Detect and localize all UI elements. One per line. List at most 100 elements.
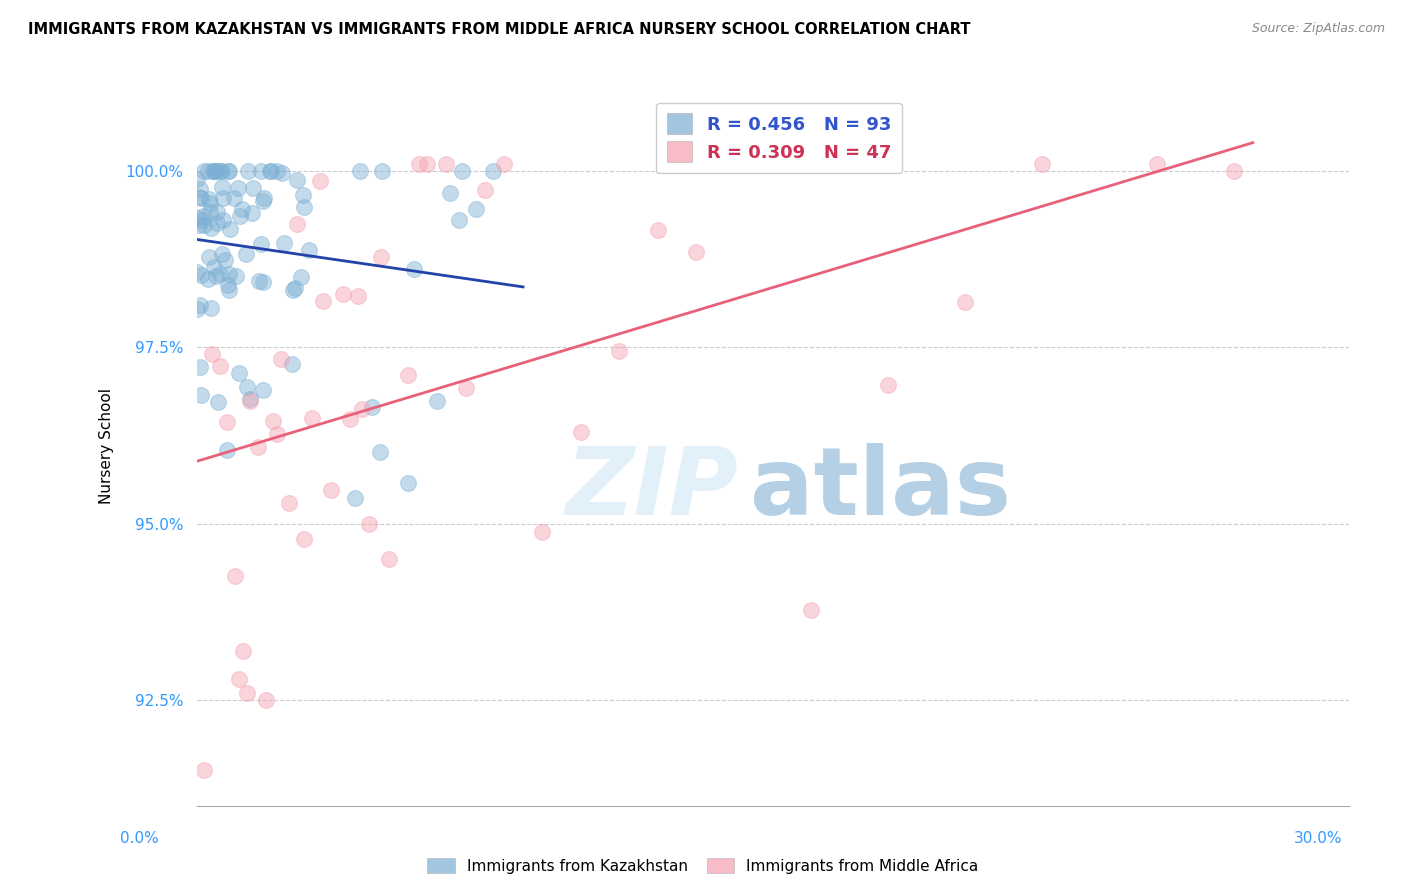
Point	[202, 260, 225, 274]
Point	[228, 672, 250, 686]
Point	[285, 217, 308, 231]
Point	[953, 294, 976, 309]
Point	[762, 157, 785, 171]
Point	[197, 164, 219, 178]
Text: atlas: atlas	[749, 443, 1011, 535]
Point	[247, 440, 270, 454]
Legend: Immigrants from Kazakhstan, Immigrants from Middle Africa: Immigrants from Kazakhstan, Immigrants f…	[422, 852, 984, 880]
Point	[190, 268, 212, 283]
Point	[231, 202, 253, 217]
Point	[242, 180, 264, 194]
Point	[877, 377, 900, 392]
Point	[292, 188, 315, 202]
Point	[186, 265, 208, 279]
Point	[209, 267, 232, 281]
Point	[217, 164, 239, 178]
Point	[215, 443, 238, 458]
Point	[247, 274, 270, 288]
Point	[198, 205, 221, 219]
Point	[404, 262, 426, 277]
Point	[260, 164, 283, 178]
Point	[205, 204, 228, 219]
Text: 0.0%: 0.0%	[120, 831, 159, 847]
Point	[186, 172, 208, 186]
Point	[347, 289, 370, 303]
Point	[197, 251, 219, 265]
Point	[647, 223, 669, 237]
Point	[252, 384, 274, 398]
Point	[281, 284, 304, 298]
Point	[368, 444, 391, 458]
Point	[350, 402, 373, 417]
Point	[249, 164, 271, 178]
Point	[193, 764, 215, 778]
Point	[370, 250, 392, 264]
Point	[217, 278, 239, 293]
Point	[339, 412, 361, 426]
Point	[344, 491, 367, 505]
Point	[259, 164, 281, 178]
Point	[235, 686, 257, 700]
Point	[396, 368, 419, 382]
Point	[312, 294, 335, 309]
Point	[190, 191, 212, 205]
Point	[273, 236, 295, 251]
Point	[332, 286, 354, 301]
Point	[349, 164, 371, 178]
Point	[226, 181, 249, 195]
Point	[211, 179, 233, 194]
Point	[191, 213, 214, 227]
Point	[800, 603, 823, 617]
Point	[266, 426, 288, 441]
Point	[239, 393, 262, 408]
Legend: R = 0.456   N = 93, R = 0.309   N = 47: R = 0.456 N = 93, R = 0.309 N = 47	[657, 103, 903, 173]
Point	[454, 381, 477, 395]
Point	[205, 164, 228, 178]
Point	[207, 395, 229, 409]
Point	[209, 164, 232, 178]
Point	[607, 343, 630, 358]
Point	[416, 157, 439, 171]
Point	[285, 173, 308, 187]
Point	[492, 157, 515, 171]
Point	[200, 221, 222, 235]
Point	[361, 400, 384, 414]
Point	[209, 164, 232, 178]
Point	[232, 643, 254, 657]
Point	[449, 213, 471, 227]
Point	[359, 516, 381, 531]
Point	[190, 387, 212, 401]
Point	[254, 693, 277, 707]
Point	[218, 164, 240, 178]
Point	[270, 351, 292, 366]
Point	[253, 191, 276, 205]
Point	[225, 268, 247, 283]
Point	[204, 164, 226, 178]
Text: Source: ZipAtlas.com: Source: ZipAtlas.com	[1251, 22, 1385, 36]
Point	[290, 270, 312, 285]
Point	[531, 524, 554, 539]
Text: ZIP: ZIP	[565, 443, 738, 535]
Point	[252, 194, 274, 208]
Point	[217, 416, 239, 430]
Point	[252, 275, 274, 289]
Point	[222, 191, 245, 205]
Point	[205, 216, 228, 230]
Point	[281, 357, 304, 371]
Point	[190, 182, 212, 196]
Point	[224, 568, 246, 582]
Point	[1031, 157, 1053, 171]
Point	[263, 414, 285, 428]
Point	[439, 186, 461, 200]
Point	[685, 245, 707, 260]
Point	[202, 164, 225, 178]
Point	[284, 280, 307, 294]
Point	[193, 164, 215, 178]
Point	[200, 301, 222, 315]
Point	[319, 483, 342, 497]
Point	[201, 347, 224, 361]
Y-axis label: Nursery School: Nursery School	[100, 388, 114, 504]
Point	[229, 210, 252, 224]
Point	[569, 425, 592, 439]
Point	[214, 252, 236, 267]
